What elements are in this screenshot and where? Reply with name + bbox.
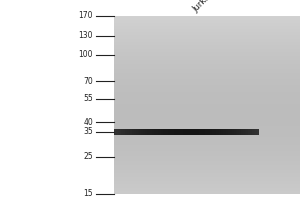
Text: Jurkat: Jurkat — [191, 0, 215, 14]
Text: 15: 15 — [83, 190, 93, 198]
Text: 170: 170 — [79, 11, 93, 21]
Text: 100: 100 — [79, 50, 93, 59]
Text: 130: 130 — [79, 31, 93, 40]
Text: 40: 40 — [83, 118, 93, 127]
Text: 35: 35 — [83, 127, 93, 136]
Text: 70: 70 — [83, 77, 93, 86]
Text: 55: 55 — [83, 94, 93, 103]
Text: 25: 25 — [83, 152, 93, 161]
